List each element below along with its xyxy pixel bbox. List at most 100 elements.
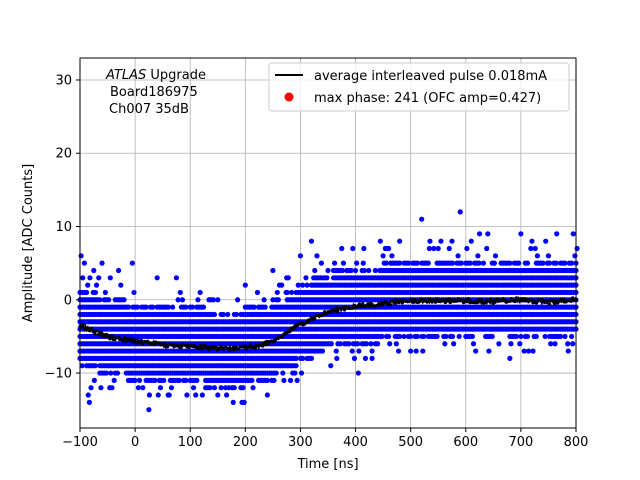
sample-point bbox=[287, 377, 294, 383]
sample-point bbox=[431, 245, 437, 252]
annotation-board: Board186975 bbox=[110, 85, 198, 100]
average-pulse-point bbox=[483, 301, 487, 305]
sample-point bbox=[442, 341, 448, 347]
sample-point bbox=[92, 363, 99, 369]
average-pulse-point bbox=[185, 343, 190, 347]
average-pulse-point bbox=[280, 335, 284, 339]
average-pulse-point bbox=[448, 300, 452, 305]
sample-point bbox=[135, 385, 142, 391]
sample-point bbox=[132, 377, 138, 383]
sample-point bbox=[486, 348, 492, 354]
sample-point bbox=[250, 385, 256, 391]
sample-point bbox=[304, 282, 310, 288]
average-pulse-point bbox=[288, 329, 292, 334]
sample-point bbox=[517, 341, 523, 347]
average-pulse-point bbox=[329, 310, 333, 314]
average-pulse-point bbox=[260, 344, 264, 348]
sample-point bbox=[542, 333, 548, 340]
sample-point bbox=[524, 260, 531, 266]
sample-point bbox=[340, 260, 347, 266]
sample-point bbox=[241, 399, 247, 405]
sample-point bbox=[380, 253, 386, 259]
y-tick-label: 30 bbox=[55, 73, 72, 88]
sample-point bbox=[356, 348, 362, 354]
sample-point-outlier bbox=[361, 245, 367, 252]
average-pulse-series bbox=[78, 295, 578, 352]
average-pulse-point bbox=[425, 300, 429, 304]
average-pulse-point bbox=[397, 300, 401, 305]
sample-point bbox=[211, 311, 218, 318]
sample-point-outlier bbox=[408, 348, 414, 354]
legend: average interleaved pulse 0.018mA max ph… bbox=[268, 62, 570, 112]
sample-point bbox=[413, 348, 419, 354]
sample-point bbox=[295, 282, 301, 288]
average-pulse-point bbox=[435, 297, 439, 301]
sample-point bbox=[223, 392, 230, 398]
average-pulse-point bbox=[323, 310, 327, 314]
average-pulse-point bbox=[547, 302, 552, 306]
sample-point bbox=[540, 260, 546, 266]
x-tick-label: 700 bbox=[508, 435, 533, 450]
sample-point bbox=[562, 260, 568, 266]
sample-point bbox=[319, 348, 326, 354]
sample-point bbox=[85, 282, 91, 288]
sample-point-outlier bbox=[468, 238, 474, 244]
sample-point-outlier bbox=[339, 245, 345, 252]
sample-point bbox=[521, 348, 527, 354]
sample-point bbox=[361, 267, 367, 274]
average-pulse-point bbox=[98, 333, 102, 337]
average-pulse-point bbox=[179, 345, 183, 349]
average-pulse-point bbox=[248, 343, 252, 347]
sample-point bbox=[386, 333, 392, 340]
sample-point-outlier bbox=[129, 260, 135, 266]
average-pulse-point bbox=[121, 339, 125, 343]
sample-point-outlier bbox=[99, 260, 105, 266]
sample-point-outlier bbox=[91, 267, 97, 274]
sample-point bbox=[150, 304, 156, 310]
sample-point bbox=[189, 304, 196, 310]
axes-frame bbox=[79, 57, 577, 429]
sample-point bbox=[572, 253, 578, 259]
average-pulse-point bbox=[199, 343, 203, 348]
sample-point bbox=[155, 392, 161, 398]
sample-point-outlier bbox=[457, 209, 463, 215]
sample-point bbox=[397, 260, 403, 266]
sample-point bbox=[355, 341, 361, 347]
sample-point bbox=[369, 355, 375, 361]
sample-point bbox=[475, 253, 481, 259]
average-pulse-point bbox=[541, 298, 545, 302]
sample-point bbox=[84, 289, 90, 296]
sample-point bbox=[518, 333, 524, 340]
sample-point bbox=[294, 377, 300, 383]
sample-point bbox=[524, 333, 531, 340]
x-tick-label: 400 bbox=[343, 435, 368, 450]
svg-text:ATLAS Upgrade: ATLAS Upgrade bbox=[105, 68, 206, 83]
sample-point bbox=[207, 385, 213, 391]
sample-point bbox=[557, 333, 564, 340]
sample-point bbox=[292, 370, 298, 376]
sample-point bbox=[393, 341, 399, 347]
y-tick-label: 10 bbox=[55, 220, 72, 235]
sample-point bbox=[476, 260, 482, 266]
sample-point bbox=[449, 333, 456, 340]
sample-point bbox=[318, 260, 324, 266]
average-pulse-point bbox=[89, 326, 94, 330]
average-pulse-point bbox=[342, 308, 347, 312]
sample-point-outlier bbox=[314, 253, 320, 259]
average-pulse-point bbox=[443, 300, 447, 305]
sample-point bbox=[134, 304, 140, 310]
sample-point bbox=[98, 385, 104, 391]
sample-point bbox=[220, 311, 226, 318]
sample-point-outlier bbox=[377, 238, 383, 244]
atlas-annotation: ATLAS Upgrade Board186975 Ch007 35dB bbox=[105, 68, 206, 117]
average-pulse-point bbox=[93, 331, 97, 335]
sample-point bbox=[383, 260, 390, 266]
average-pulse-point bbox=[136, 338, 140, 342]
x-tick-label: 100 bbox=[178, 435, 203, 450]
sample-point bbox=[183, 304, 189, 310]
y-tick-label: 20 bbox=[55, 147, 72, 162]
average-pulse-point bbox=[389, 303, 393, 307]
sample-point bbox=[96, 275, 102, 281]
sample-point-outlier bbox=[78, 253, 84, 259]
average-pulse-point bbox=[554, 299, 558, 303]
